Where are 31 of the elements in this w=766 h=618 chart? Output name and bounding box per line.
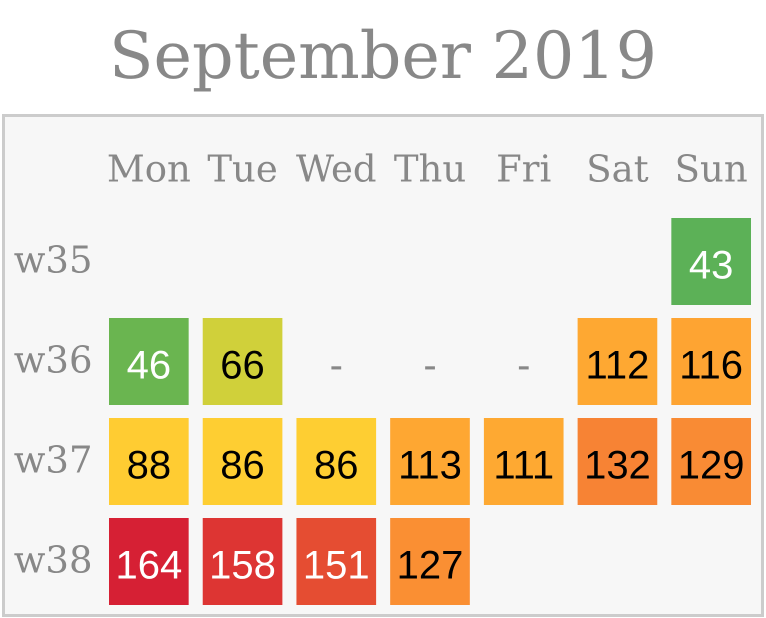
x-tick-label: Mon xyxy=(106,148,191,190)
data-label: 112 xyxy=(586,344,650,388)
data-label: 127 xyxy=(396,544,464,588)
y-tick-label: w35 xyxy=(14,238,92,282)
x-tick-label: Sun xyxy=(674,148,748,190)
data-label: 116 xyxy=(679,344,744,388)
chart-title: September 2019 xyxy=(108,19,658,94)
y-tick-label: w37 xyxy=(14,438,92,482)
data-label: 158 xyxy=(209,544,276,588)
data-label: 129 xyxy=(678,444,745,488)
data-label: 88 xyxy=(126,444,172,488)
x-tick-label: Fri xyxy=(496,148,552,190)
data-label: 46 xyxy=(126,344,172,388)
text: - xyxy=(330,344,343,388)
data-label: 66 xyxy=(220,344,265,388)
y-tick-label: w36 xyxy=(14,338,92,382)
data-label: 151 xyxy=(302,544,370,588)
x-tick-label: Thu xyxy=(394,148,466,190)
data-label: 111 xyxy=(493,444,554,488)
x-tick-label: Sat xyxy=(586,148,649,190)
data-label: 132 xyxy=(584,444,651,488)
data-label: 43 xyxy=(688,244,734,288)
text: - xyxy=(517,344,530,388)
text: - xyxy=(423,344,437,388)
data-label: 86 xyxy=(220,444,265,488)
data-label: 113 xyxy=(398,444,462,488)
data-label: 164 xyxy=(115,544,182,588)
x-tick-label: Tue xyxy=(207,148,278,190)
x-tick-label: Wed xyxy=(296,148,377,190)
data-label: 86 xyxy=(314,444,359,488)
y-tick-label: w38 xyxy=(14,538,92,582)
